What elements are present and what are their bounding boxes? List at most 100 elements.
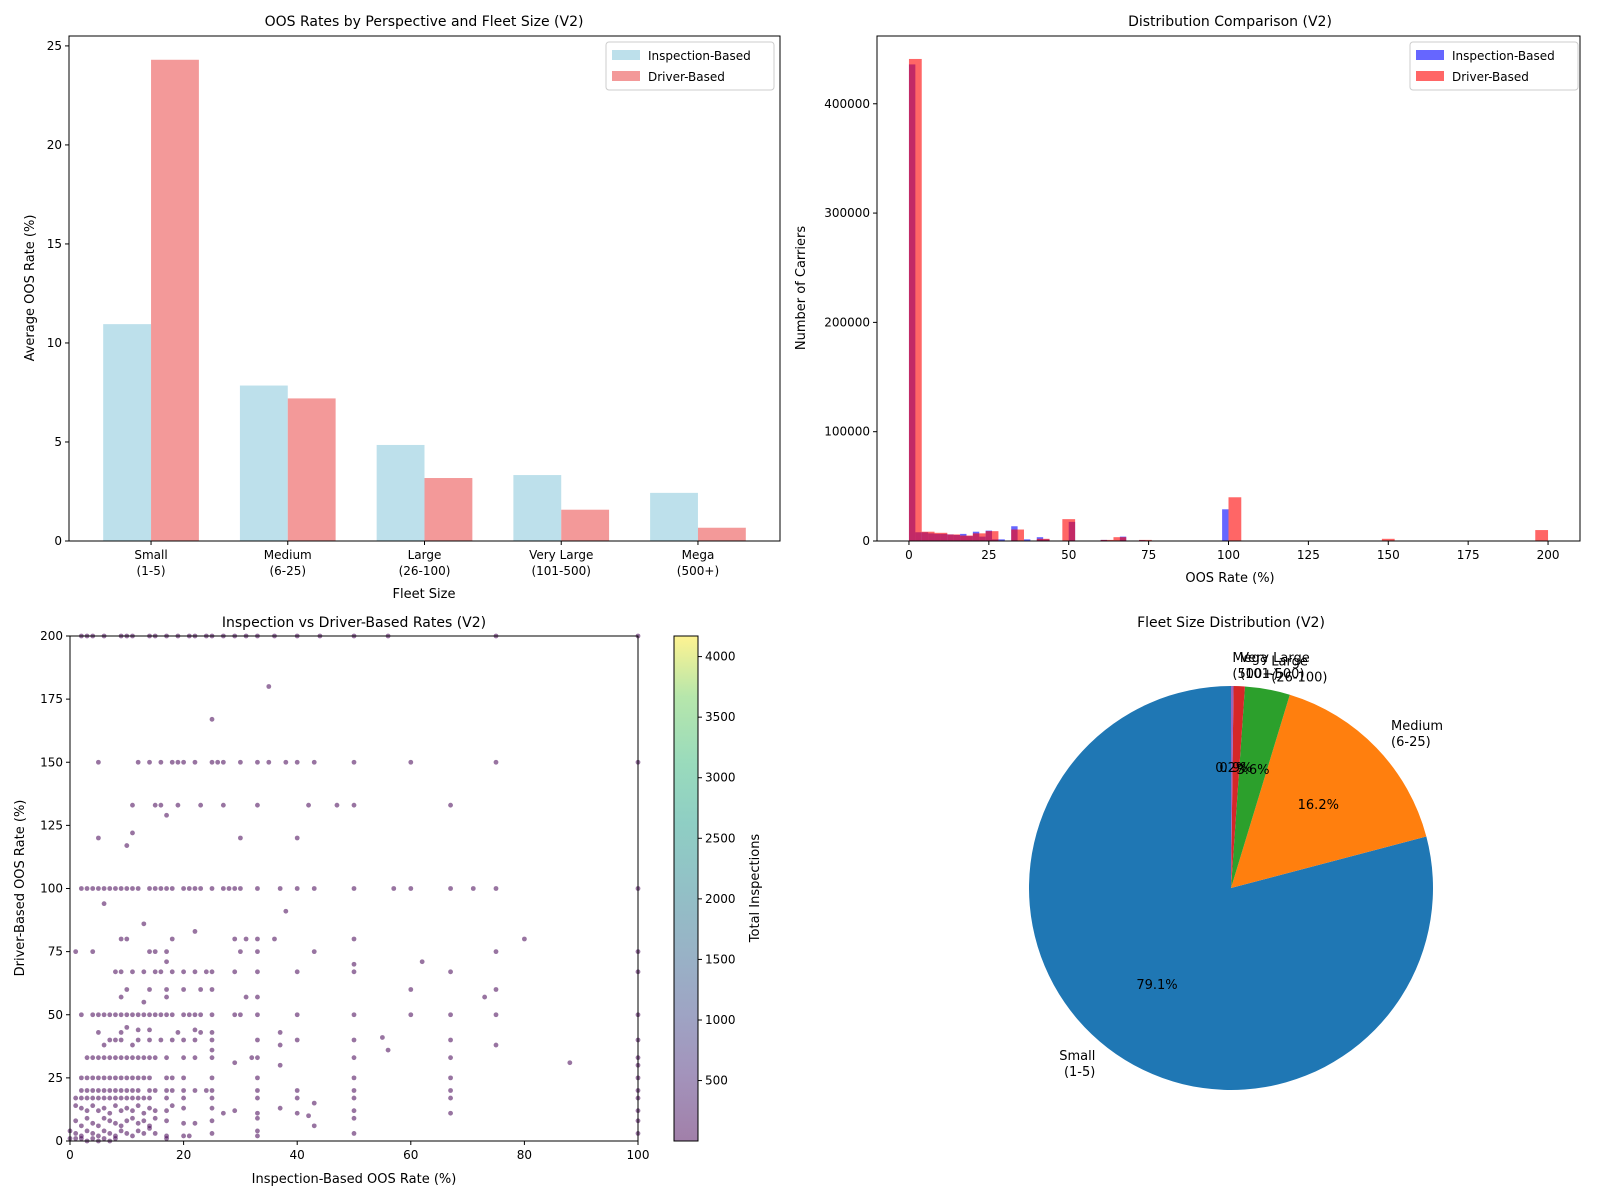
- scatter-point: [255, 1115, 260, 1121]
- scatter-point: [124, 1095, 130, 1101]
- scatter-point: [113, 1055, 118, 1061]
- scatter-point: [294, 1110, 300, 1116]
- bar-inspection-based-4: [650, 492, 698, 541]
- scatter-point: [209, 1047, 215, 1053]
- scatter-point: [181, 1012, 187, 1018]
- scatter-point: [351, 936, 357, 942]
- scatter-point: [311, 759, 317, 765]
- x-tick-label: 75: [1141, 548, 1156, 562]
- pie-label: Large (26-100): [1271, 654, 1327, 685]
- scatter-point: [181, 1133, 187, 1139]
- scatter-point: [209, 1055, 215, 1061]
- scatter-point: [351, 1108, 357, 1114]
- scatter-point: [419, 959, 425, 965]
- y-tick-label: 25: [48, 1071, 63, 1085]
- scatter-point: [135, 1012, 141, 1018]
- scatter-point: [96, 1108, 101, 1114]
- x-tick-label: Medium (6-25): [264, 548, 312, 578]
- y-tick-label: 100: [40, 882, 63, 896]
- scatter-point: [158, 802, 164, 808]
- scatter-point: [130, 886, 135, 891]
- scatter-point: [277, 886, 283, 891]
- scatter-point: [175, 802, 181, 808]
- colorbar-gradient: [674, 636, 698, 1141]
- scatter-point: [107, 1075, 113, 1081]
- hist-bar-driver-based: [1381, 538, 1395, 541]
- scatter-point: [84, 1115, 90, 1121]
- scatter-point: [164, 812, 169, 818]
- x-tick-label: Very Large (101-500): [529, 548, 593, 578]
- scatter-point: [135, 759, 141, 765]
- scatter-point: [141, 1055, 147, 1061]
- scatter-point: [101, 1075, 107, 1081]
- scatter-point: [118, 1030, 124, 1035]
- scatter-point: [448, 1095, 453, 1101]
- scatter-point: [169, 1037, 175, 1043]
- bar-inspection-based-1: [239, 385, 288, 541]
- scatter-point: [124, 843, 130, 848]
- scatter-point: [152, 1088, 158, 1093]
- x-axis-label: OOS Rate (%): [1185, 571, 1274, 586]
- scatter-point: [351, 969, 357, 975]
- scatter-point: [141, 999, 147, 1005]
- pie-label: Mega (500+): [1232, 651, 1278, 682]
- scatter-point: [113, 1136, 118, 1141]
- scatter-point: [164, 959, 169, 965]
- hist-bar-driver-based: [985, 531, 999, 541]
- scatter-point: [408, 987, 414, 992]
- scatter-point: [113, 1095, 118, 1101]
- x-tick-label: 40: [290, 1148, 305, 1162]
- hist-bar-inspection-based: [1222, 509, 1229, 541]
- scatter-point: [181, 1037, 187, 1043]
- colorbar-tick-label: 3000: [705, 771, 736, 785]
- scatter-point: [164, 1088, 169, 1093]
- pie-pct-label: 0.2%: [1215, 761, 1248, 776]
- scatter-point: [215, 759, 221, 765]
- scatter-point: [198, 1012, 204, 1018]
- colorbar: 500 1000 1500 2000 2500 3000 3500 4000: [673, 635, 736, 1142]
- scatter-point: [130, 1055, 135, 1061]
- bar-inspection-based-3: [513, 475, 562, 541]
- scatter-point: [147, 886, 152, 891]
- scatter-point: [255, 759, 260, 765]
- pie-slice-medium: [1231, 694, 1427, 888]
- scatter-point: [408, 1012, 414, 1018]
- scatter-point: [130, 1042, 135, 1048]
- scatter-point: [351, 802, 357, 808]
- scatter-point: [90, 1075, 96, 1081]
- scatter-point: [96, 1075, 101, 1081]
- scatter-point: [78, 1088, 84, 1093]
- scatter-point: [334, 802, 340, 808]
- scatter-point: [96, 1088, 101, 1093]
- scatter-point: [84, 1128, 90, 1134]
- scatter-point: [311, 886, 317, 891]
- scatter-point: [90, 1012, 96, 1018]
- scatter-point: [209, 1037, 215, 1043]
- scatter-point: [141, 1110, 147, 1116]
- legend-label: Driver-Based: [648, 70, 725, 84]
- pie-label: Small (1-5): [1059, 1049, 1095, 1080]
- scatter-point: [192, 929, 198, 934]
- scatter-point: [164, 1012, 169, 1018]
- colorbar-tick-label: 500: [705, 1074, 728, 1088]
- legend-box: [605, 41, 775, 91]
- scatter-point: [118, 969, 124, 975]
- colorbar-tick-label: 1500: [705, 952, 736, 966]
- x-tick-label: 0: [66, 1148, 74, 1162]
- scatter-point: [226, 886, 232, 891]
- scatter-point: [209, 1118, 215, 1124]
- colorbar-tick-label: 4000: [705, 650, 736, 664]
- colorbar-tick-label: 3500: [705, 710, 736, 724]
- scatter-point: [493, 1042, 499, 1048]
- scatter-point: [294, 1037, 300, 1043]
- scatter-point: [203, 969, 209, 975]
- scatter-point: [118, 1055, 124, 1061]
- x-axis-label: Fleet Size: [392, 587, 455, 602]
- bar-driver-based-0: [151, 59, 199, 541]
- scatter-point: [113, 1037, 118, 1043]
- legend-box: [1409, 41, 1579, 91]
- x-tick-label: 20: [176, 1148, 191, 1162]
- colorbar-tick-label: 1000: [705, 1013, 736, 1027]
- bar-driver-based-1: [287, 398, 336, 541]
- hist-bar-driver-based: [934, 532, 948, 541]
